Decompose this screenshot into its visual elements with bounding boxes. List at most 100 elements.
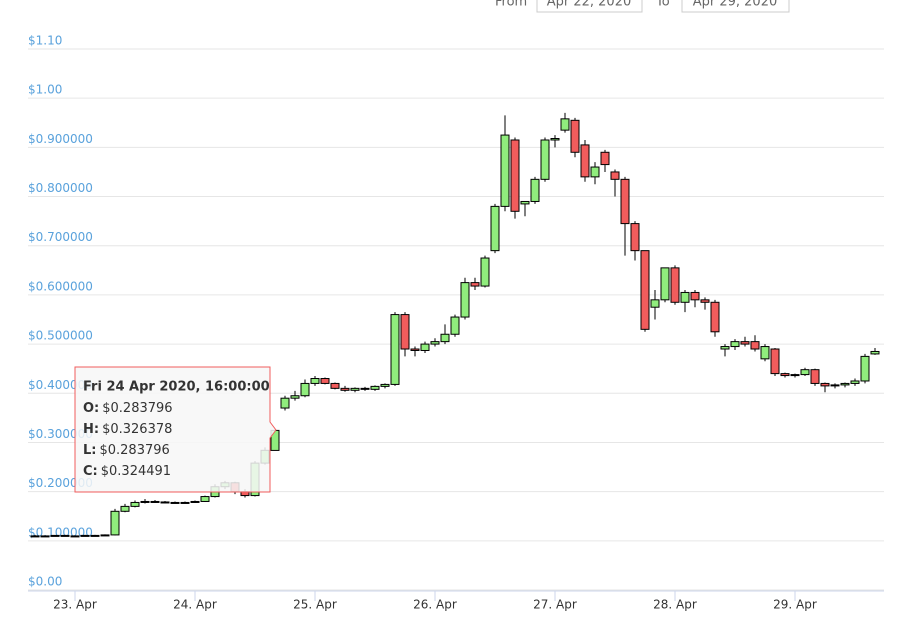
candle-body: [360, 387, 370, 390]
candle-body: [820, 382, 830, 387]
candle-body: [160, 501, 170, 504]
candle-body: [200, 496, 210, 502]
candle-body: [590, 166, 600, 178]
candle-body: [810, 369, 820, 384]
candle-body: [660, 267, 670, 301]
candle-body: [830, 384, 840, 387]
to-input[interactable]: [681, 0, 790, 13]
candle-body: [510, 139, 520, 212]
candle-body: [340, 387, 350, 391]
candle-body: [390, 314, 400, 385]
y-tick-label: $0.00: [28, 575, 62, 589]
tooltip-box: [74, 366, 277, 493]
candle-body: [650, 299, 660, 308]
candle-body: [490, 205, 500, 252]
candle-body: [780, 373, 790, 377]
tooltip-item: L: $0.283796: [83, 443, 170, 458]
candle-body: [180, 501, 190, 504]
candle-body: [540, 139, 550, 180]
candle-body: [440, 333, 450, 343]
candle-body: [110, 510, 120, 536]
x-tick-label: 28. Apr: [653, 598, 697, 612]
candle-body: [450, 316, 460, 335]
candle-body: [610, 171, 620, 180]
candle-body: [480, 257, 490, 287]
tooltip-value: $0.283796: [102, 401, 172, 416]
candle-body: [760, 346, 770, 360]
y-tick-label: $0.900000: [28, 132, 93, 146]
candle-body: [700, 299, 710, 303]
candle-body: [530, 178, 540, 202]
candle-body: [140, 500, 150, 503]
candle-body: [330, 382, 340, 389]
tooltip-key: L:: [83, 443, 96, 458]
tooltip-key: H:: [83, 422, 99, 437]
tooltip-value: $0.326378: [102, 422, 172, 437]
y-tick-label: $0.600000: [28, 279, 93, 293]
x-tick-label: 27. Apr: [533, 598, 577, 612]
candle-body: [870, 350, 880, 355]
candle-body: [740, 341, 750, 345]
y-tick-label: $1.10: [28, 34, 62, 48]
x-tick-label: 24. Apr: [173, 598, 217, 612]
candle-body: [690, 291, 700, 301]
candle-body: [730, 341, 740, 348]
candle-body: [410, 348, 420, 351]
candle-body: [640, 250, 650, 330]
candle-body: [460, 282, 470, 318]
candle-body: [30, 535, 40, 538]
candle-body: [550, 138, 560, 141]
from-label: From: [495, 0, 527, 10]
candle-body: [470, 282, 480, 287]
tooltip-item: O: $0.283796: [83, 401, 173, 416]
candle-body: [680, 291, 690, 303]
candle-body: [560, 118, 570, 131]
candle-body: [350, 387, 360, 391]
candle-body: [120, 505, 130, 512]
tooltip-key: C:: [83, 464, 98, 479]
y-tick-label: $0.800000: [28, 181, 93, 195]
candle-body: [190, 500, 200, 503]
candle-body: [290, 395, 300, 399]
from-value[interactable]: Apr 22, 2020: [547, 0, 632, 10]
candle-body: [850, 380, 860, 384]
candle-body: [170, 501, 180, 504]
candle-body: [130, 501, 140, 507]
tooltip-item: C: $0.324491: [83, 464, 171, 479]
x-tick-label: 25. Apr: [293, 598, 337, 612]
y-tick-label: $0.700000: [28, 230, 93, 244]
candle-body: [80, 534, 90, 537]
to-value[interactable]: Apr 29, 2020: [693, 0, 778, 10]
y-tick-label: $1.00: [28, 83, 62, 97]
candle-body: [50, 534, 60, 537]
candle-body: [150, 500, 160, 503]
candle-body: [750, 341, 760, 350]
to-label: To: [655, 0, 670, 10]
candle-body: [790, 374, 800, 377]
candle-body: [770, 348, 780, 375]
tooltip-item: H: $0.326378: [83, 422, 172, 437]
candle-body: [100, 534, 110, 537]
candle-body: [40, 535, 50, 538]
candle-body: [860, 355, 870, 382]
candle-body: [90, 534, 100, 537]
x-tick-label: 26. Apr: [413, 598, 457, 612]
candle-body: [420, 343, 430, 351]
candle-body: [670, 267, 680, 303]
candle-body: [520, 200, 530, 205]
candle-body: [60, 534, 70, 537]
candle-body: [720, 346, 730, 350]
candle-body: [570, 119, 580, 153]
from-input[interactable]: [536, 0, 643, 13]
candle-body: [400, 314, 410, 350]
tooltip-title: Fri 24 Apr 2020, 16:00:00: [83, 380, 270, 395]
candle-body: [600, 151, 610, 166]
tooltip-key: O:: [83, 401, 99, 416]
candle-body: [430, 341, 440, 345]
candle-body: [630, 223, 640, 252]
candle-body: [580, 144, 590, 178]
tooltip-value: $0.283796: [99, 443, 169, 458]
y-tick-label: $0.500000: [28, 329, 93, 343]
